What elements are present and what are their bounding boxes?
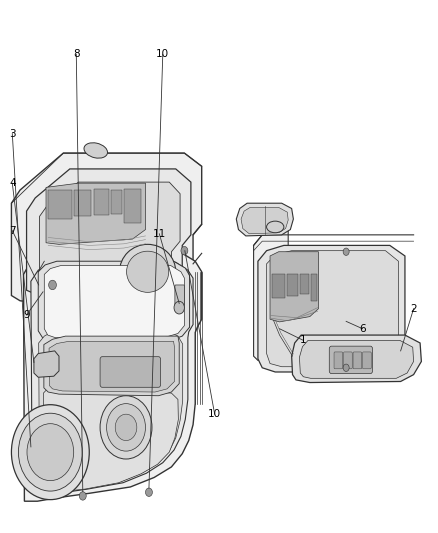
Text: 9: 9 [23, 310, 30, 320]
Polygon shape [254, 230, 288, 360]
Bar [74, 190, 92, 216]
FancyBboxPatch shape [100, 357, 161, 387]
Circle shape [27, 424, 74, 481]
Polygon shape [38, 261, 190, 342]
Bar [300, 274, 309, 294]
Polygon shape [11, 153, 202, 303]
Polygon shape [24, 253, 202, 501]
Ellipse shape [267, 221, 284, 233]
Polygon shape [258, 245, 405, 372]
Polygon shape [39, 182, 180, 292]
Ellipse shape [127, 251, 169, 292]
Circle shape [181, 246, 188, 255]
Text: 10: 10 [156, 50, 170, 60]
Circle shape [115, 414, 137, 441]
Polygon shape [34, 351, 59, 377]
Circle shape [100, 395, 152, 459]
Circle shape [174, 301, 184, 314]
Text: 1: 1 [300, 335, 307, 345]
FancyBboxPatch shape [353, 352, 362, 369]
Text: 10: 10 [208, 409, 221, 419]
Polygon shape [31, 419, 74, 487]
Polygon shape [44, 336, 179, 395]
FancyBboxPatch shape [343, 352, 352, 369]
Text: 2: 2 [410, 304, 417, 314]
Bar [94, 190, 109, 215]
Polygon shape [49, 342, 174, 392]
Polygon shape [300, 341, 413, 378]
Polygon shape [267, 251, 399, 367]
FancyBboxPatch shape [175, 285, 184, 305]
Text: 11: 11 [153, 229, 166, 239]
Bar [272, 274, 285, 298]
Polygon shape [46, 183, 145, 244]
Circle shape [106, 403, 145, 451]
FancyBboxPatch shape [329, 346, 372, 374]
Polygon shape [292, 335, 421, 383]
Circle shape [145, 488, 152, 496]
Polygon shape [43, 387, 178, 492]
Polygon shape [270, 252, 318, 322]
Bar [287, 274, 298, 295]
Polygon shape [236, 203, 293, 236]
Text: 7: 7 [9, 225, 16, 236]
Circle shape [343, 248, 349, 255]
Ellipse shape [120, 244, 176, 299]
Bar [124, 189, 141, 223]
Circle shape [11, 405, 89, 499]
Circle shape [18, 413, 82, 491]
Circle shape [343, 364, 349, 372]
Polygon shape [31, 262, 193, 494]
Ellipse shape [84, 143, 107, 158]
Polygon shape [27, 169, 191, 295]
Bar [111, 190, 122, 214]
Polygon shape [39, 331, 183, 492]
Circle shape [49, 280, 57, 290]
Polygon shape [44, 265, 184, 338]
Bar [311, 274, 317, 301]
Text: 6: 6 [359, 324, 366, 334]
Bar [48, 190, 72, 219]
Circle shape [79, 492, 86, 500]
FancyBboxPatch shape [334, 352, 343, 369]
Text: 8: 8 [73, 50, 80, 60]
Polygon shape [241, 207, 288, 234]
FancyBboxPatch shape [363, 352, 371, 369]
Text: 4: 4 [9, 178, 16, 188]
Text: 3: 3 [9, 128, 16, 139]
